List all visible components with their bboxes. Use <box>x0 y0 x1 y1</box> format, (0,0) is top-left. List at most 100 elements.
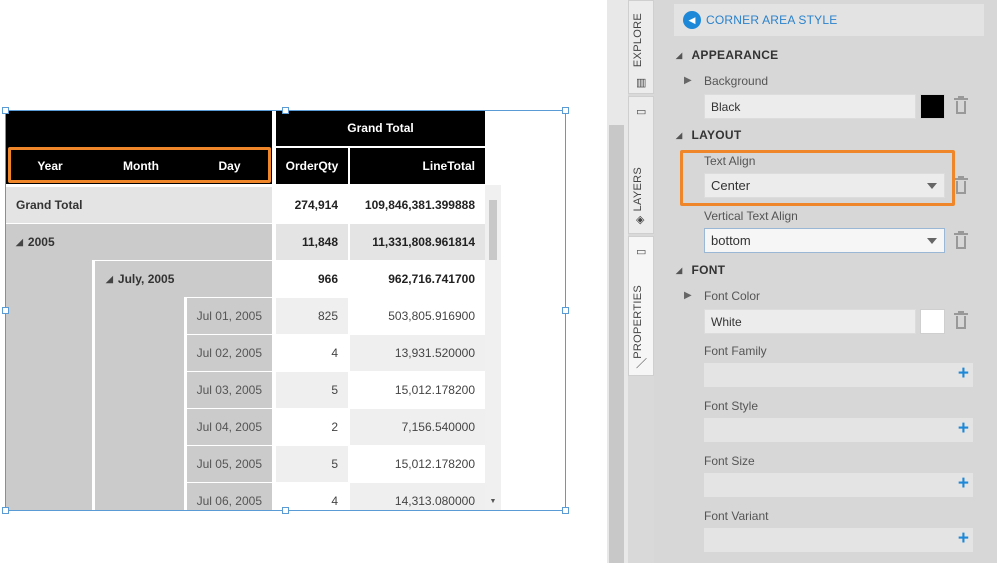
measure-header-linetotal[interactable]: LineTotal <box>350 148 485 184</box>
panel-title: CORNER AREA STYLE <box>706 13 838 27</box>
trash-icon[interactable] <box>953 96 969 115</box>
grand-total-label: Grand Total <box>5 187 272 223</box>
month-orderqty: 966 <box>276 261 348 297</box>
resize-handle[interactable] <box>562 307 569 314</box>
dashboard-canvas: Grand Total Year Month Day OrderQty Line… <box>2 107 569 514</box>
resize-handle[interactable] <box>282 107 289 114</box>
font-family-label: Font Family <box>704 344 767 358</box>
font-family-field[interactable]: + <box>704 363 973 387</box>
day-linetotal: 503,805.916900 <box>350 298 485 334</box>
add-icon[interactable]: + <box>957 473 969 494</box>
vertical-text-align-value: bottom <box>711 233 751 248</box>
add-icon[interactable]: + <box>957 528 969 549</box>
text-align-highlight <box>680 150 955 206</box>
grand-total-linetotal: 109,846,381.399888 <box>350 187 485 223</box>
day-linetotal: 15,012.178200 <box>350 372 485 408</box>
collapse-icon[interactable]: ◢ <box>676 130 683 140</box>
year-orderqty: 11,848 <box>276 224 348 260</box>
corner-header-year[interactable]: Year <box>5 148 95 184</box>
font-variant-label: Font Variant <box>704 509 769 523</box>
back-arrow-icon[interactable]: ◀ <box>683 11 701 29</box>
font-style-field[interactable]: + <box>704 418 973 442</box>
canvas-scrollbar[interactable] <box>607 0 628 563</box>
section-layout[interactable]: ◢ LAYOUT <box>676 128 741 142</box>
day-orderqty: 5 <box>276 372 348 408</box>
resize-handle[interactable] <box>2 107 9 114</box>
month-row-header[interactable]: ◢ July, 2005 <box>95 261 272 297</box>
day-linetotal: 14,313.080000 <box>350 483 485 511</box>
expand-arrow-icon[interactable]: ▶ <box>684 75 692 86</box>
day-label: Jul 01, 2005 <box>187 298 272 334</box>
month-column-fill <box>95 297 184 511</box>
tab-explore-label: EXPLORE <box>632 13 644 68</box>
resize-handle[interactable] <box>562 507 569 514</box>
collapse-icon[interactable]: ◢ <box>676 50 683 60</box>
day-orderqty: 825 <box>276 298 348 334</box>
resize-handle[interactable] <box>2 307 9 314</box>
collapse-icon[interactable]: ◢ <box>16 236 23 247</box>
scroll-down-icon[interactable]: ▼ <box>489 498 497 505</box>
year-label: 2005 <box>27 235 55 249</box>
day-label: Jul 05, 2005 <box>187 446 272 482</box>
day-linetotal: 7,156.540000 <box>350 409 485 445</box>
column-group-header[interactable]: Grand Total <box>276 110 485 146</box>
chevron-down-icon <box>927 238 937 244</box>
tab-layers-label: LAYERS <box>632 167 644 212</box>
resize-handle[interactable] <box>282 507 289 514</box>
section-layout-label: LAYOUT <box>691 128 742 142</box>
resize-handle[interactable] <box>562 107 569 114</box>
collapse-icon[interactable]: ◢ <box>676 265 683 275</box>
pivot-table[interactable]: Grand Total Year Month Day OrderQty Line… <box>5 110 566 511</box>
trash-icon[interactable] <box>953 231 969 250</box>
tab-explore[interactable]: EXPLORE ▥ <box>628 0 654 94</box>
chart-icon: ▥ <box>636 77 647 89</box>
year-row-header[interactable]: ◢ 2005 <box>5 224 272 260</box>
corner-headers-highlight <box>8 147 271 183</box>
measure-header-orderqty[interactable]: OrderQty <box>276 148 348 184</box>
scrollbar-thumb[interactable] <box>609 125 624 563</box>
vertical-text-align-select[interactable]: bottom <box>704 228 945 253</box>
side-tabs: EXPLORE ▥ ▭ LAYERS ◈ ▭ PROPERTIES ／ <box>628 0 654 563</box>
text-align-value: Center <box>711 178 751 193</box>
background-color-swatch[interactable] <box>920 94 945 119</box>
year-column-fill <box>5 260 92 511</box>
tab-properties[interactable]: ▭ PROPERTIES ／ <box>628 236 654 376</box>
background-value: Black <box>711 99 741 114</box>
font-size-field[interactable]: + <box>704 473 973 497</box>
font-style-label: Font Style <box>704 399 759 413</box>
font-variant-field[interactable]: + <box>704 528 973 552</box>
corner-header-month[interactable]: Month <box>95 148 187 184</box>
section-appearance[interactable]: ◢ APPEARANCE <box>676 48 778 62</box>
trash-icon[interactable] <box>953 176 969 195</box>
trash-icon[interactable] <box>953 311 969 330</box>
font-size-label: Font Size <box>704 454 755 468</box>
font-color-value: White <box>711 314 742 329</box>
year-linetotal: 11,331,808.961814 <box>350 224 485 260</box>
add-icon[interactable]: + <box>957 418 969 439</box>
expand-arrow-icon[interactable]: ▶ <box>684 290 692 301</box>
day-orderqty: 5 <box>276 446 348 482</box>
day-label: Jul 03, 2005 <box>187 372 272 408</box>
text-align-select[interactable]: Center <box>704 173 945 198</box>
resize-handle[interactable] <box>2 507 9 514</box>
font-color-swatch[interactable] <box>920 309 945 334</box>
corner-header-day[interactable]: Day <box>187 148 272 184</box>
grand-total-orderqty: 274,914 <box>276 187 348 223</box>
day-orderqty: 4 <box>276 483 348 511</box>
panel-icon: ▭ <box>636 246 647 258</box>
background-input[interactable]: Black <box>704 94 916 119</box>
brush-icon: ／ <box>636 358 647 370</box>
month-linetotal: 962,716.741700 <box>350 261 485 297</box>
vertical-text-align-label: Vertical Text Align <box>704 209 798 223</box>
properties-panel: ◀ CORNER AREA STYLE ◢ APPEARANCE ▶ Backg… <box>654 0 997 563</box>
pivot-vertical-scrollbar[interactable]: ▼ <box>485 185 501 511</box>
day-label: Jul 06, 2005 <box>187 483 272 511</box>
text-align-label: Text Align <box>704 154 756 168</box>
chevron-down-icon <box>927 183 937 189</box>
section-font[interactable]: ◢ FONT <box>676 263 725 277</box>
tab-layers[interactable]: ▭ LAYERS ◈ <box>628 96 654 234</box>
collapse-icon[interactable]: ◢ <box>106 273 113 284</box>
font-color-input[interactable]: White <box>704 309 916 334</box>
add-icon[interactable]: + <box>957 363 969 384</box>
scrollbar-thumb[interactable] <box>489 200 497 260</box>
